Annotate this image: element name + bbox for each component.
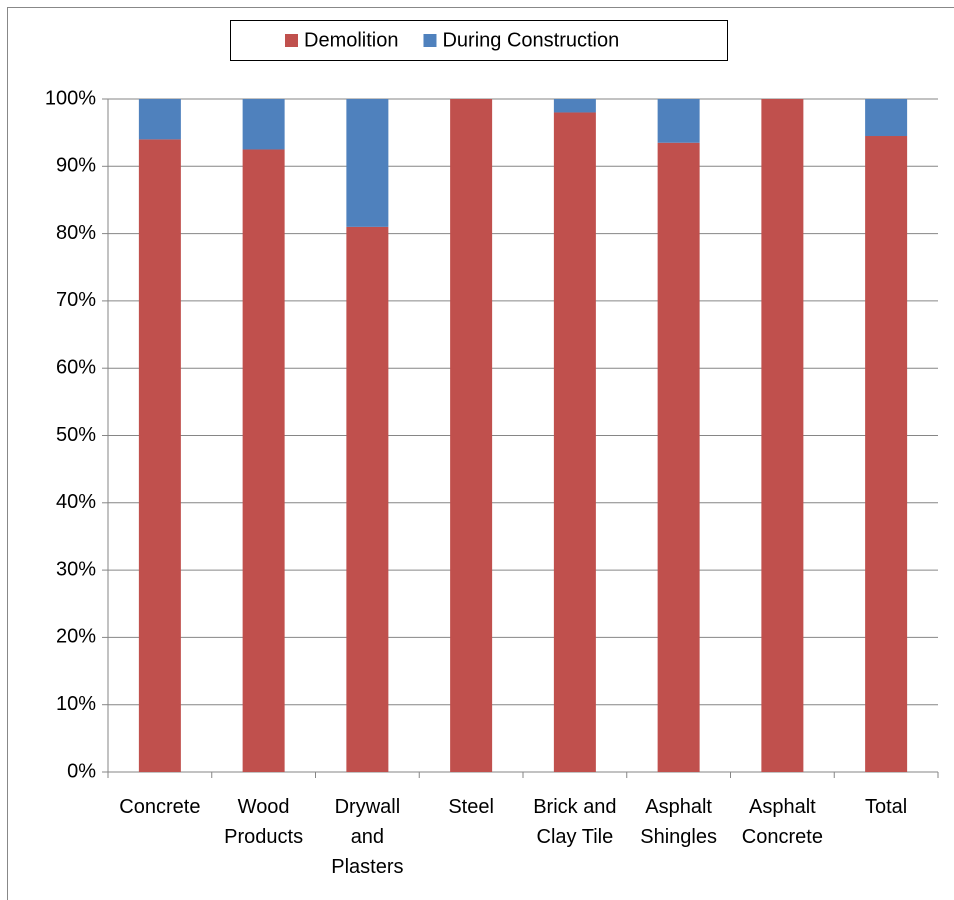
bar-segment — [346, 99, 389, 227]
y-tick-label: 50% — [56, 424, 96, 446]
legend-label: Demolition — [304, 29, 398, 51]
bar-segment — [553, 112, 596, 772]
y-tick-label: 100% — [45, 87, 96, 109]
x-tick-label: Concrete — [119, 796, 201, 818]
y-tick-label: 10% — [56, 693, 96, 715]
bar-segment — [761, 99, 804, 772]
bar-segment — [865, 99, 908, 137]
bar-segment — [242, 99, 285, 150]
x-tick-label: Total — [865, 796, 908, 818]
bar-segment — [138, 139, 181, 772]
y-tick-label: 90% — [56, 155, 96, 177]
bar-segment — [657, 142, 700, 772]
y-tick-label: 80% — [56, 222, 96, 244]
bar-segment — [346, 226, 389, 772]
y-tick-label: 60% — [56, 356, 96, 378]
x-tick-label: Asphalt Concrete — [741, 796, 823, 848]
y-tick-label: 40% — [56, 491, 96, 513]
bar-segment — [138, 99, 181, 140]
y-tick-label: 30% — [56, 558, 96, 580]
x-tick-label: Brick and Clay Tile — [533, 796, 617, 848]
chart-frame — [7, 7, 954, 900]
bar-segment — [865, 136, 908, 772]
x-tick-label: Drywall and Plasters — [331, 796, 404, 878]
x-tick-label: Steel — [448, 796, 494, 818]
legend-label: During Construction — [442, 29, 619, 51]
bar-segment — [553, 99, 596, 113]
bar-segment — [450, 99, 493, 772]
legend-swatch — [423, 34, 437, 47]
y-tick-label: 20% — [56, 626, 96, 648]
legend-swatch — [285, 34, 298, 47]
bar-segment — [657, 99, 700, 143]
legend-box — [230, 20, 728, 61]
x-tick-label: Asphalt Shingles — [640, 796, 717, 848]
x-tick-label: Wood Products — [224, 796, 304, 848]
bar-segment — [242, 149, 285, 773]
y-tick-label: 70% — [56, 289, 96, 311]
y-tick-label: 0% — [67, 760, 96, 782]
